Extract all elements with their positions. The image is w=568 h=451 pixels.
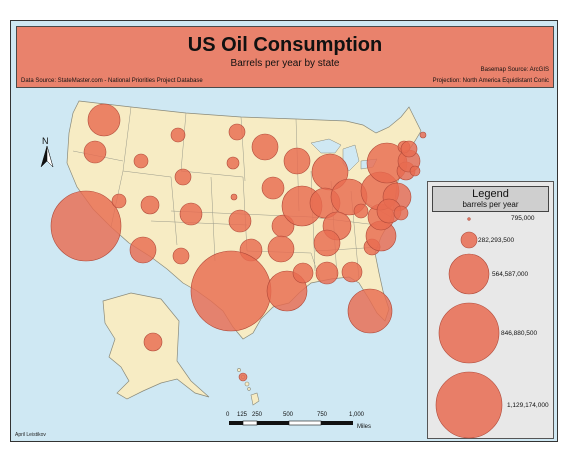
bubble-minnesota xyxy=(251,133,279,161)
bubble-tennessee xyxy=(313,229,341,257)
map-canvas: N xyxy=(40,100,427,406)
bubble-arizona xyxy=(129,236,157,264)
map-frame: N US Oil Consumption Barrels per year by… xyxy=(10,20,558,442)
scale-unit: Miles xyxy=(357,424,372,430)
bubble-north-dakota xyxy=(228,123,246,141)
bubble-washington xyxy=(87,103,121,137)
bubble-nevada xyxy=(111,193,127,209)
legend-label-3: 564,587,000 xyxy=(492,271,529,278)
scale-label-125: 125 xyxy=(237,412,248,418)
legend-symbol-3 xyxy=(448,253,490,295)
map-title: US Oil Consumption xyxy=(187,34,383,56)
legend-title: Legend xyxy=(472,188,509,200)
map-subtitle: Barrels per year by state xyxy=(230,58,340,69)
bubble-idaho xyxy=(133,153,149,169)
legend-panel: Legend barrels per year 795,000 282,293,… xyxy=(427,181,554,439)
basemap-source-text: Basemap Source: ArcGIS xyxy=(480,67,549,73)
legend-label-2: 282,293,500 xyxy=(478,237,515,244)
north-label: N xyxy=(42,136,49,146)
bubble-new-hampshire xyxy=(400,140,418,158)
legend-symbol-1 xyxy=(467,217,471,221)
north-arrow-icon xyxy=(40,145,54,168)
bubble-nebraska xyxy=(230,193,238,201)
bubble-new-mexico xyxy=(172,247,190,265)
bubble-montana xyxy=(170,127,186,143)
legend-symbol-5 xyxy=(435,371,503,439)
bubble-georgia xyxy=(341,261,363,283)
scale-bar-graphic xyxy=(229,420,353,426)
projection-text: Projection: North America Equidistant Co… xyxy=(432,78,549,84)
scale-label-0: 0 xyxy=(226,412,230,418)
bubble-utah xyxy=(140,195,160,215)
title-banner: US Oil Consumption Barrels per year by s… xyxy=(16,26,554,88)
bubble-alabama xyxy=(315,261,339,285)
bubble-wyoming xyxy=(174,168,192,186)
bubble-kansas xyxy=(228,209,252,233)
bubble-oregon xyxy=(83,140,107,164)
bubble-florida xyxy=(347,288,393,334)
bubble-rhode-island xyxy=(409,165,421,177)
bubble-colorado xyxy=(179,202,203,226)
legend-label-4: 846,880,500 xyxy=(501,330,538,337)
scale-label-1000: 1,000 xyxy=(349,412,365,418)
legend-label-5: 1,129,174,000 xyxy=(507,402,549,409)
bubble-hawaii xyxy=(238,372,248,382)
bubble-texas xyxy=(190,250,272,332)
bubble-wisconsin xyxy=(283,147,311,175)
bubble-mississippi xyxy=(292,262,314,284)
scale-label-250: 250 xyxy=(252,412,263,418)
bubble-south-dakota xyxy=(226,156,240,170)
author-credit: April Leistikov xyxy=(15,432,46,438)
scale-bar: 0 125 250 500 750 1,000 Miles xyxy=(226,412,387,434)
legend-header: Legend barrels per year xyxy=(432,186,549,212)
bubble-california xyxy=(50,190,122,262)
data-source-text: Data Source: StateMaster.com - National … xyxy=(21,78,203,84)
legend-symbols xyxy=(435,217,503,439)
legend-symbol-4 xyxy=(438,302,500,364)
scale-label-500: 500 xyxy=(283,412,294,418)
legend-label-1: 795,000 xyxy=(511,215,535,222)
bubble-west-virginia xyxy=(353,203,369,219)
scale-label-750: 750 xyxy=(317,412,328,418)
consumption-bubbles xyxy=(50,103,427,382)
bubble-delaware xyxy=(393,205,409,221)
bubble-alaska xyxy=(143,332,163,352)
legend-symbol-2 xyxy=(460,231,478,249)
bubble-iowa xyxy=(261,176,285,200)
legend-subtitle: barrels per year xyxy=(462,200,519,209)
bubble-arkansas xyxy=(267,235,295,263)
bubble-maine xyxy=(419,131,427,139)
